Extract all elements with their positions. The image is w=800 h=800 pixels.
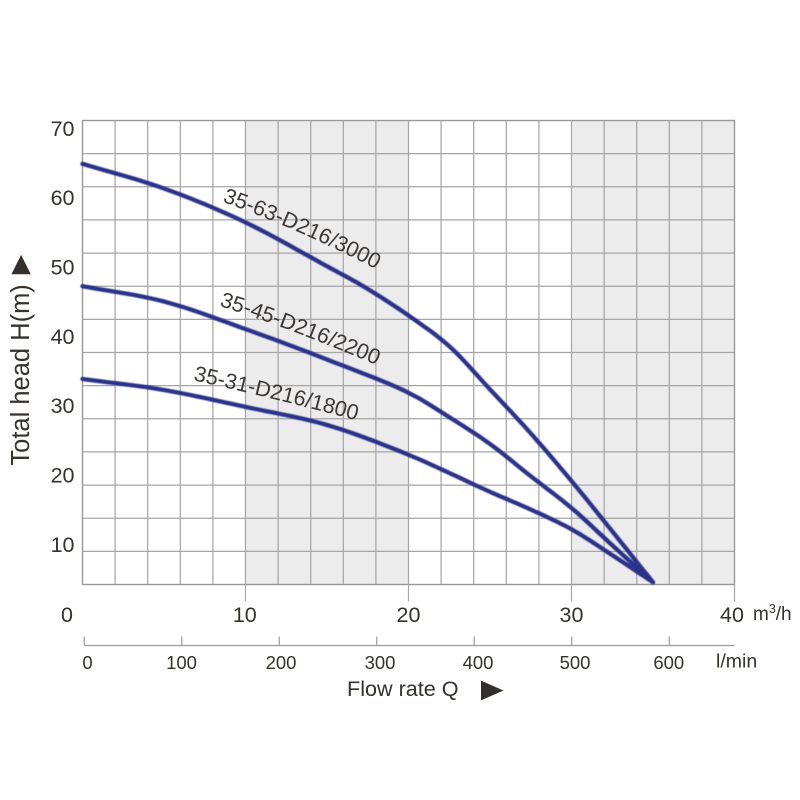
svg-text:200: 200: [266, 652, 297, 673]
svg-text:40: 40: [51, 325, 75, 349]
svg-text:m3/h: m3/h: [753, 602, 792, 625]
svg-text:20: 20: [397, 603, 421, 627]
svg-text:20: 20: [51, 464, 75, 488]
svg-text:l/min: l/min: [716, 651, 757, 673]
svg-text:10: 10: [233, 603, 257, 627]
svg-text:10: 10: [51, 533, 75, 557]
svg-text:600: 600: [653, 652, 684, 673]
svg-text:50: 50: [51, 256, 75, 280]
svg-text:500: 500: [560, 652, 591, 673]
svg-text:400: 400: [463, 652, 494, 673]
svg-text:40: 40: [720, 603, 744, 627]
svg-text:Flow rate Q: Flow rate Q: [347, 676, 459, 701]
svg-text:0: 0: [61, 603, 73, 627]
svg-text:60: 60: [51, 186, 75, 210]
svg-text:100: 100: [166, 652, 197, 673]
svg-text:70: 70: [51, 117, 75, 141]
svg-text:30: 30: [51, 394, 75, 418]
svg-text:30: 30: [560, 603, 584, 627]
svg-text:0: 0: [82, 652, 92, 673]
svg-text:Total head H(m): Total head H(m): [7, 284, 35, 465]
svg-text:300: 300: [365, 652, 396, 673]
